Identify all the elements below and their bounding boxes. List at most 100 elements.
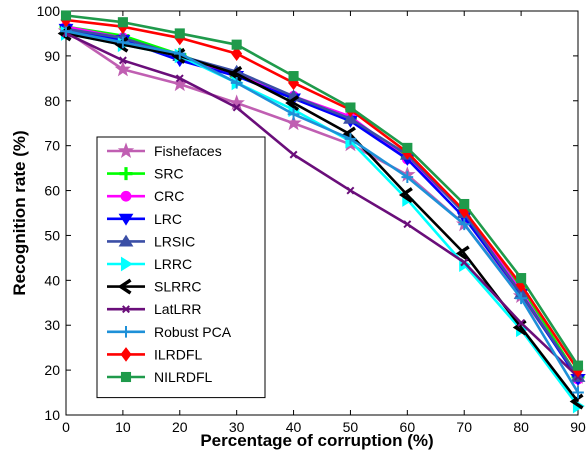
legend-label: SLRRC [154, 279, 201, 295]
y-tick-label: 80 [44, 93, 60, 109]
series-line [65, 29, 580, 394]
data-point [118, 213, 134, 226]
data-point [57, 25, 72, 42]
data-point [175, 74, 184, 83]
legend-label: LRRC [154, 256, 192, 272]
legend: Fishefaces SRC CRC LRC LRSIC LRRC SLRRC LatLRR R… [96, 136, 266, 399]
y-tick-label: 50 [44, 227, 60, 243]
series-nilrdfl [60, 10, 584, 371]
data-point [572, 386, 584, 399]
data-point [173, 47, 186, 60]
x-tick-label: 50 [343, 419, 359, 435]
legend-label: Robust PCA [154, 324, 232, 340]
data-point [114, 36, 129, 53]
x-tick-label: 0 [62, 419, 70, 435]
data-point [516, 273, 527, 284]
data-point [60, 10, 72, 21]
data-point [232, 103, 241, 112]
series-line [65, 14, 580, 367]
y-tick-label: 60 [44, 183, 60, 199]
data-point [174, 28, 185, 39]
data-point [228, 65, 243, 82]
legend-item: CRC [107, 188, 184, 204]
legend-item: NILRDFL [107, 369, 213, 385]
series-group [57, 10, 586, 414]
data-point [120, 347, 132, 362]
data-point [285, 95, 300, 111]
data-point [401, 171, 414, 183]
x-tick-label: 90 [570, 419, 586, 435]
data-point [118, 234, 134, 247]
data-point [231, 39, 242, 50]
x-tick-label: 70 [456, 419, 472, 435]
legend-label: CRC [154, 188, 184, 204]
series-line [65, 32, 579, 378]
legend-label: Fishefaces [154, 143, 222, 159]
legend-item: SLRRC [107, 279, 201, 295]
y-tick-label: 70 [44, 138, 60, 154]
y-axis-title: Recognition rate (%) [10, 130, 29, 295]
data-point [117, 278, 132, 295]
data-point [460, 258, 469, 267]
legend-item: LRSIC [107, 233, 195, 249]
data-point [119, 167, 133, 181]
data-point [569, 393, 584, 410]
legend-label: ILRDFL [154, 346, 202, 362]
data-point [230, 76, 243, 89]
legend-label: LRSIC [154, 233, 195, 249]
x-axis-title: Percentage of corruption (%) [200, 431, 433, 450]
legend-item: LatLRR [107, 301, 201, 317]
data-point [398, 187, 413, 204]
x-tick-label: 30 [229, 419, 245, 435]
y-tick-label: 90 [44, 48, 60, 64]
x-tick-label: 10 [115, 419, 131, 435]
legend-label: LatLRR [154, 301, 201, 317]
x-tick-label: 80 [513, 419, 529, 435]
data-point [459, 198, 470, 210]
data-point [117, 142, 135, 158]
series-robust-pca [60, 25, 584, 399]
data-point [118, 56, 127, 65]
data-point [114, 60, 132, 77]
data-point [120, 256, 133, 272]
y-tick-label: 20 [44, 362, 60, 378]
legend-item: LRC [107, 211, 182, 227]
data-point [117, 17, 128, 28]
x-tick-label: 20 [172, 419, 188, 435]
data-point [117, 36, 129, 49]
legend-label: SRC [154, 166, 184, 182]
x-tick-label: 40 [286, 419, 302, 435]
legend-item: Robust PCA [107, 324, 232, 340]
legend-item: LRRC [107, 256, 192, 272]
series-line [65, 18, 580, 371]
y-tick-label: 30 [44, 317, 60, 333]
data-point [228, 94, 245, 111]
series-latlrr [62, 29, 582, 381]
data-point [285, 114, 302, 131]
y-tick-label: 100 [37, 3, 61, 19]
data-point [288, 71, 299, 82]
data-point [455, 245, 470, 262]
y-tick-label: 10 [44, 407, 60, 423]
data-point [517, 319, 526, 327]
series-line [65, 32, 580, 403]
y-tick-label: 40 [44, 272, 60, 288]
legend-item: ILRDFL [107, 346, 202, 362]
data-point [458, 218, 471, 231]
data-point [402, 142, 413, 153]
data-point [287, 108, 300, 121]
data-point [122, 305, 130, 314]
data-point [120, 371, 132, 383]
data-point [120, 325, 132, 338]
data-point [515, 292, 527, 305]
data-point [403, 220, 412, 229]
data-point [345, 102, 356, 113]
data-point [572, 360, 584, 371]
data-point [231, 46, 243, 61]
legend-item: SRC [107, 166, 184, 182]
data-point [171, 47, 186, 64]
x-tick-label: 60 [400, 419, 416, 435]
legend-label: NILRDFL [154, 369, 213, 385]
data-point [289, 150, 298, 159]
